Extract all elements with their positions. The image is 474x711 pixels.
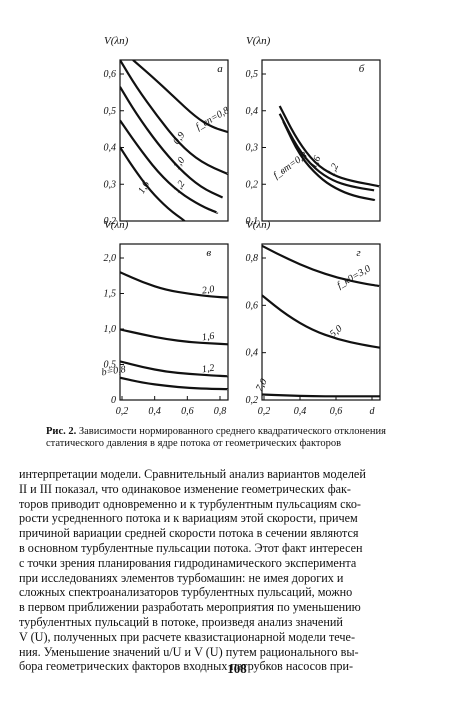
series-label: f_вт=0,8 xyxy=(271,150,309,181)
body-text: интерпретации модели. Сравнительный анал… xyxy=(19,467,450,674)
y-tick-label: 0,6 xyxy=(104,69,117,80)
series-label: 7,0 xyxy=(254,377,270,393)
body-line: в основном турбулентные пульсации потока… xyxy=(19,540,363,555)
y-tick-label: 0,5 xyxy=(104,360,117,371)
body-line: ния. Уменьшение значений u/U и V (U) пут… xyxy=(19,644,359,659)
y-tick-label: 0,4 xyxy=(246,348,259,359)
panel-letter: г xyxy=(356,247,361,259)
y-tick-label: 1,5 xyxy=(104,289,117,300)
series-line xyxy=(120,146,186,221)
panel-letter: б xyxy=(359,63,365,75)
y-tick-label: 2,0 xyxy=(104,253,117,264)
chart-panel-в: V(λп)в2,01,51,00,500,2 0,4 0,6 0,82,01,61,2… xyxy=(101,219,229,417)
series-line xyxy=(278,113,375,192)
series-label: b=0,8 xyxy=(101,364,127,378)
body-line: V (U), полученных при расчете квазистаци… xyxy=(19,629,356,644)
y-tick-label: 0,4 xyxy=(104,143,117,154)
body-line: турбулентных пульсаций в потоке, произве… xyxy=(19,614,343,629)
body-line: рости усредненного потока и к вариациям … xyxy=(19,511,358,526)
y-tick-label: 0 xyxy=(111,395,116,406)
x-tick-label: 0,8 xyxy=(214,406,227,417)
x-tick-label: 0,6 xyxy=(181,406,194,417)
y-axis-label: V(λп) xyxy=(246,35,271,47)
x-tick-label: 0,2 xyxy=(258,406,271,417)
body-line: сложных спектроанализаторов турбулентных… xyxy=(19,585,353,600)
y-tick-label: 0,1 xyxy=(246,216,259,227)
series-label: 1,2 xyxy=(171,179,187,196)
y-axis-label: V(λп) xyxy=(246,219,271,231)
series-line xyxy=(262,244,380,288)
body-line: II и III показал, что одинаковое изменен… xyxy=(19,481,351,496)
chart-panel-б: V(λп) б 0,5 0,4 0,3 0,2 0,1 1,21,6f_вт=0,8 xyxy=(246,35,381,227)
body-line: при исследованиях элементов турбомашин: … xyxy=(19,570,344,585)
series-line xyxy=(120,60,228,176)
y-tick-label: 0,5 xyxy=(104,106,117,117)
series-label: 1,0 xyxy=(171,155,187,172)
y-axis-label: V(λп) xyxy=(104,35,129,47)
y-tick-label: 0,2 xyxy=(246,179,259,190)
body-line: интерпретации модели. Сравнительный анал… xyxy=(19,467,366,481)
y-tick-label: 0,5 xyxy=(246,69,259,80)
series-line xyxy=(282,120,376,201)
body-line: бора геометрических факторов входных пат… xyxy=(19,659,354,674)
series-label: 1,2 xyxy=(326,162,341,178)
y-tick-label: 0,2 xyxy=(104,216,117,227)
series-line xyxy=(262,393,380,398)
axis-frame xyxy=(119,243,229,401)
body-line: причиной вариации средней скорости поток… xyxy=(19,526,359,541)
chart-panel-a: V(λп) a 0,6 0,5 0,4 0,3 0,2 f_вп=0,8 0,9 1,0 1,2 1,… xyxy=(104,35,232,227)
x-tick-label: 0,2 xyxy=(116,406,129,417)
y-tick-label: 0,8 xyxy=(246,253,259,264)
series-label: 1,2 xyxy=(201,363,215,376)
y-tick-label: 0,3 xyxy=(246,143,259,154)
series-line xyxy=(278,105,380,188)
y-axis-label: V(λп) xyxy=(104,219,129,231)
series-line xyxy=(132,60,228,134)
axis-frame xyxy=(261,243,381,401)
series-line xyxy=(120,119,219,214)
panel-letter: в xyxy=(206,247,211,259)
series-label: 1,6 xyxy=(136,179,152,195)
body-line: в первом приближении разработать меропри… xyxy=(19,600,361,615)
series-label: 2,0 xyxy=(201,284,215,297)
series-line xyxy=(120,86,224,199)
x-tick-label: 0,6 xyxy=(330,406,343,417)
y-tick-label: 0,4 xyxy=(246,106,259,117)
series-line xyxy=(120,328,228,346)
series-line xyxy=(120,376,228,391)
series-line xyxy=(262,294,380,349)
figure-2: V(λп)a0,60,50,40,30,2f_вп=0,80,91,01,21,… xyxy=(101,35,381,417)
chart-panel-г: V(λп)г0,80,60,40,20,2 0,4 0,6 df_к0=3,05,07… xyxy=(246,219,381,417)
series-label: 1,6 xyxy=(201,331,215,344)
caption-prefix: Рис. 2. xyxy=(46,426,77,437)
y-tick-label: 0,2 xyxy=(246,395,259,406)
series-label: f_вп=0,8 xyxy=(194,105,231,133)
x-tick-label: d xyxy=(370,406,376,417)
series-line xyxy=(120,271,228,299)
series-line xyxy=(120,360,228,378)
axis-frame xyxy=(119,59,229,222)
series-label: 0,9 xyxy=(171,130,187,147)
body-line: торов приводит одновременно и к турбулен… xyxy=(19,496,361,511)
body-line: с точки зрения планирования гидродинамич… xyxy=(19,555,357,570)
y-tick-label: 0,6 xyxy=(246,300,259,311)
figure-caption: Рис. 2. Зависимости нормированного средн… xyxy=(46,426,434,450)
axis-frame xyxy=(261,59,381,222)
y-tick-label: 0,3 xyxy=(104,179,117,190)
x-tick-label: 0,4 xyxy=(148,406,161,417)
series-label: 1,6 xyxy=(308,154,323,170)
x-tick-label: 0,4 xyxy=(294,406,307,417)
caption-text: Зависимости нормированного среднего квад… xyxy=(46,426,386,449)
y-tick-label: 1,0 xyxy=(104,324,117,335)
panel-letter: a xyxy=(217,63,223,75)
page-number: 108 xyxy=(227,661,247,676)
